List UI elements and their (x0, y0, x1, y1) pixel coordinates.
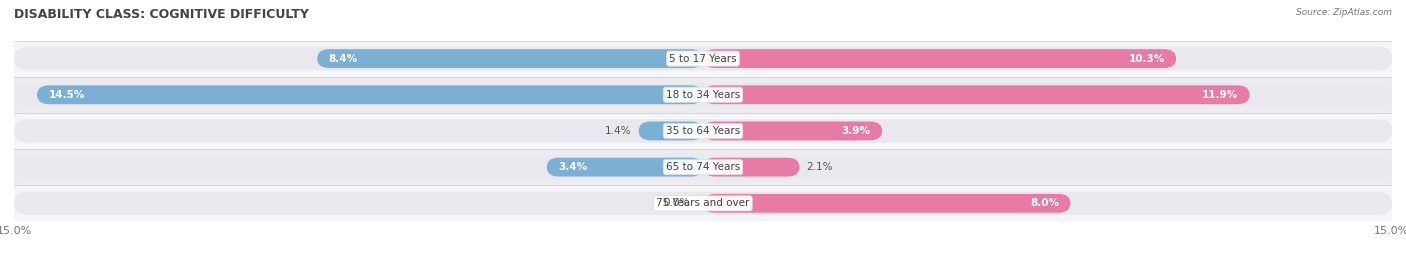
Text: 11.9%: 11.9% (1202, 90, 1239, 100)
Text: 8.4%: 8.4% (329, 53, 357, 64)
Text: Source: ZipAtlas.com: Source: ZipAtlas.com (1296, 8, 1392, 17)
Text: 3.9%: 3.9% (842, 126, 870, 136)
Text: 65 to 74 Years: 65 to 74 Years (666, 162, 740, 172)
Text: DISABILITY CLASS: COGNITIVE DIFFICULTY: DISABILITY CLASS: COGNITIVE DIFFICULTY (14, 8, 309, 21)
Bar (14, 40, 1392, 77)
Text: 10.3%: 10.3% (1129, 53, 1164, 64)
FancyBboxPatch shape (14, 83, 1392, 107)
FancyBboxPatch shape (14, 155, 1392, 179)
Text: 14.5%: 14.5% (48, 90, 84, 100)
FancyBboxPatch shape (37, 85, 703, 104)
Text: 35 to 64 Years: 35 to 64 Years (666, 126, 740, 136)
FancyBboxPatch shape (703, 158, 800, 177)
FancyBboxPatch shape (703, 194, 1070, 213)
Bar (14, 149, 1392, 185)
Text: 8.0%: 8.0% (1031, 198, 1059, 208)
FancyBboxPatch shape (703, 85, 1250, 104)
Text: 5 to 17 Years: 5 to 17 Years (669, 53, 737, 64)
Bar (14, 77, 1392, 113)
Text: 1.4%: 1.4% (606, 126, 631, 136)
Text: 0.0%: 0.0% (664, 198, 689, 208)
FancyBboxPatch shape (638, 122, 703, 140)
Text: 18 to 34 Years: 18 to 34 Years (666, 90, 740, 100)
FancyBboxPatch shape (14, 119, 1392, 143)
Text: 3.4%: 3.4% (558, 162, 588, 172)
Bar (14, 113, 1392, 149)
FancyBboxPatch shape (547, 158, 703, 177)
Text: 75 Years and over: 75 Years and over (657, 198, 749, 208)
FancyBboxPatch shape (14, 191, 1392, 215)
Text: 2.1%: 2.1% (807, 162, 832, 172)
Bar (14, 185, 1392, 221)
FancyBboxPatch shape (318, 49, 703, 68)
FancyBboxPatch shape (703, 122, 882, 140)
FancyBboxPatch shape (14, 47, 1392, 70)
FancyBboxPatch shape (703, 49, 1175, 68)
